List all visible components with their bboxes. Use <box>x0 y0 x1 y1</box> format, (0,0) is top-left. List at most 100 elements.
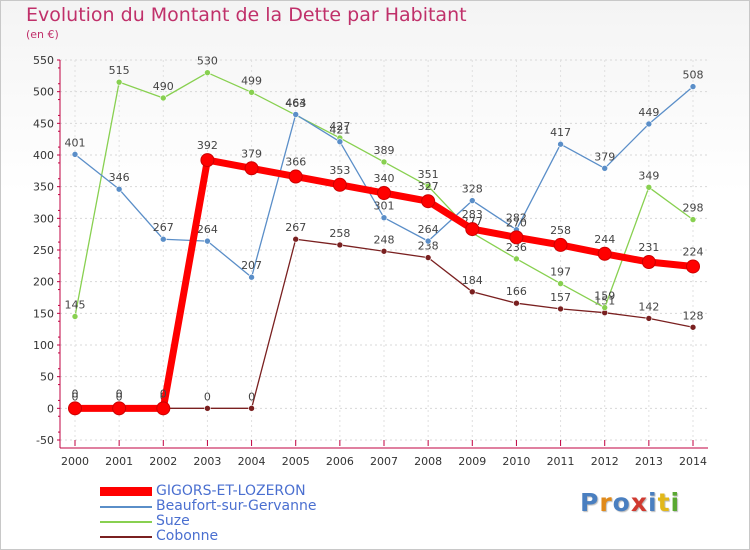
data-point <box>424 237 432 245</box>
data-point <box>336 138 344 145</box>
data-label: 159 <box>594 290 615 303</box>
x-tick-label: 2008 <box>414 455 442 468</box>
data-label: 267 <box>153 221 174 234</box>
legend-label-beaufort: Beaufort-sur-Gervanne <box>156 498 317 514</box>
legend-label-suze: Suze <box>156 513 190 529</box>
data-label: 389 <box>374 144 395 157</box>
y-tick-label: 100 <box>33 339 54 352</box>
data-point <box>248 405 255 412</box>
data-label: 0 <box>160 387 167 400</box>
data-point <box>292 235 300 243</box>
x-tick-label: 2000 <box>61 455 89 468</box>
logo-letter: t <box>657 488 671 517</box>
y-tick-label: 300 <box>33 212 54 225</box>
data-label: 328 <box>462 183 483 196</box>
logo-letter: o <box>612 488 631 517</box>
data-label: 231 <box>638 241 659 254</box>
data-point <box>377 186 391 200</box>
data-label: 298 <box>683 202 704 215</box>
data-label: 264 <box>197 223 218 236</box>
x-tick-label: 2006 <box>326 455 354 468</box>
data-label: 508 <box>683 69 704 82</box>
data-point <box>200 153 215 168</box>
y-tick-label: 450 <box>33 117 54 130</box>
data-point <box>645 120 653 128</box>
data-point <box>641 255 656 270</box>
data-point <box>204 405 211 412</box>
data-point <box>645 315 653 322</box>
data-label: 379 <box>241 147 262 160</box>
x-tick-label: 2010 <box>502 455 530 468</box>
data-point <box>597 246 612 261</box>
data-label: 0 <box>248 390 255 403</box>
y-tick-label: 550 <box>33 54 54 67</box>
data-label: 301 <box>374 200 395 213</box>
legend-swatch-beaufort <box>100 506 152 508</box>
data-label: 267 <box>285 221 306 234</box>
data-point <box>332 177 347 192</box>
data-label: 401 <box>65 136 86 149</box>
data-point <box>71 313 79 320</box>
x-tick-label: 2002 <box>149 455 177 468</box>
data-label: 282 <box>506 212 527 225</box>
data-point <box>689 83 697 90</box>
data-label: 0 <box>72 390 79 403</box>
data-point <box>424 182 432 190</box>
data-label: 128 <box>683 309 704 322</box>
data-point <box>159 235 167 243</box>
data-point <box>509 230 524 245</box>
logo-letter: x <box>630 488 648 517</box>
data-label: 0 <box>116 390 123 403</box>
data-label: 463 <box>285 97 306 110</box>
x-tick-label: 2004 <box>238 455 266 468</box>
data-label: 270 <box>506 216 527 229</box>
data-point <box>686 259 700 274</box>
data-label: 207 <box>241 259 262 272</box>
data-point <box>557 140 564 148</box>
data-point <box>115 185 123 193</box>
y-tick-label: 250 <box>33 244 54 257</box>
data-label: 379 <box>594 150 615 163</box>
data-label: 258 <box>329 227 350 240</box>
data-point <box>288 169 303 184</box>
data-label: 346 <box>109 171 130 184</box>
data-point <box>468 288 476 296</box>
data-point <box>465 222 480 237</box>
data-label: 197 <box>550 266 571 279</box>
legend-swatch-suze <box>100 521 152 523</box>
y-tick-label: 500 <box>33 86 54 99</box>
data-label: 238 <box>418 240 439 253</box>
x-tick-label: 2011 <box>547 455 575 468</box>
data-point <box>156 401 171 416</box>
data-label: 264 <box>418 223 439 236</box>
x-tick-label: 2012 <box>591 455 619 468</box>
data-point <box>689 216 697 223</box>
data-label: 244 <box>594 233 615 246</box>
data-label: 340 <box>374 172 395 185</box>
data-point <box>244 161 259 176</box>
data-label: 0 <box>72 387 79 400</box>
data-label: 499 <box>241 74 262 87</box>
data-label: 166 <box>506 285 527 298</box>
x-tick-label: 2014 <box>679 455 707 468</box>
x-tick-label: 2007 <box>370 455 398 468</box>
data-point <box>689 323 697 331</box>
data-label: 366 <box>285 156 306 169</box>
x-tick-label: 2009 <box>458 455 486 468</box>
data-label: 464 <box>285 96 306 109</box>
data-point <box>248 273 255 281</box>
data-point <box>204 69 211 76</box>
logo-letter: r <box>599 488 613 517</box>
data-point <box>645 184 653 191</box>
y-tick-label: -50 <box>36 434 54 447</box>
y-tick-label: 400 <box>33 149 54 162</box>
chart-subtitle: (en €) <box>26 28 59 41</box>
data-label: 530 <box>197 55 218 68</box>
data-label: 142 <box>638 300 659 313</box>
data-point <box>601 165 609 172</box>
logo-letter: P <box>580 488 600 517</box>
data-point <box>424 254 432 261</box>
data-point <box>336 241 344 249</box>
y-tick-label: 200 <box>33 276 54 289</box>
proxiti-logo: Proxiti <box>580 488 680 517</box>
